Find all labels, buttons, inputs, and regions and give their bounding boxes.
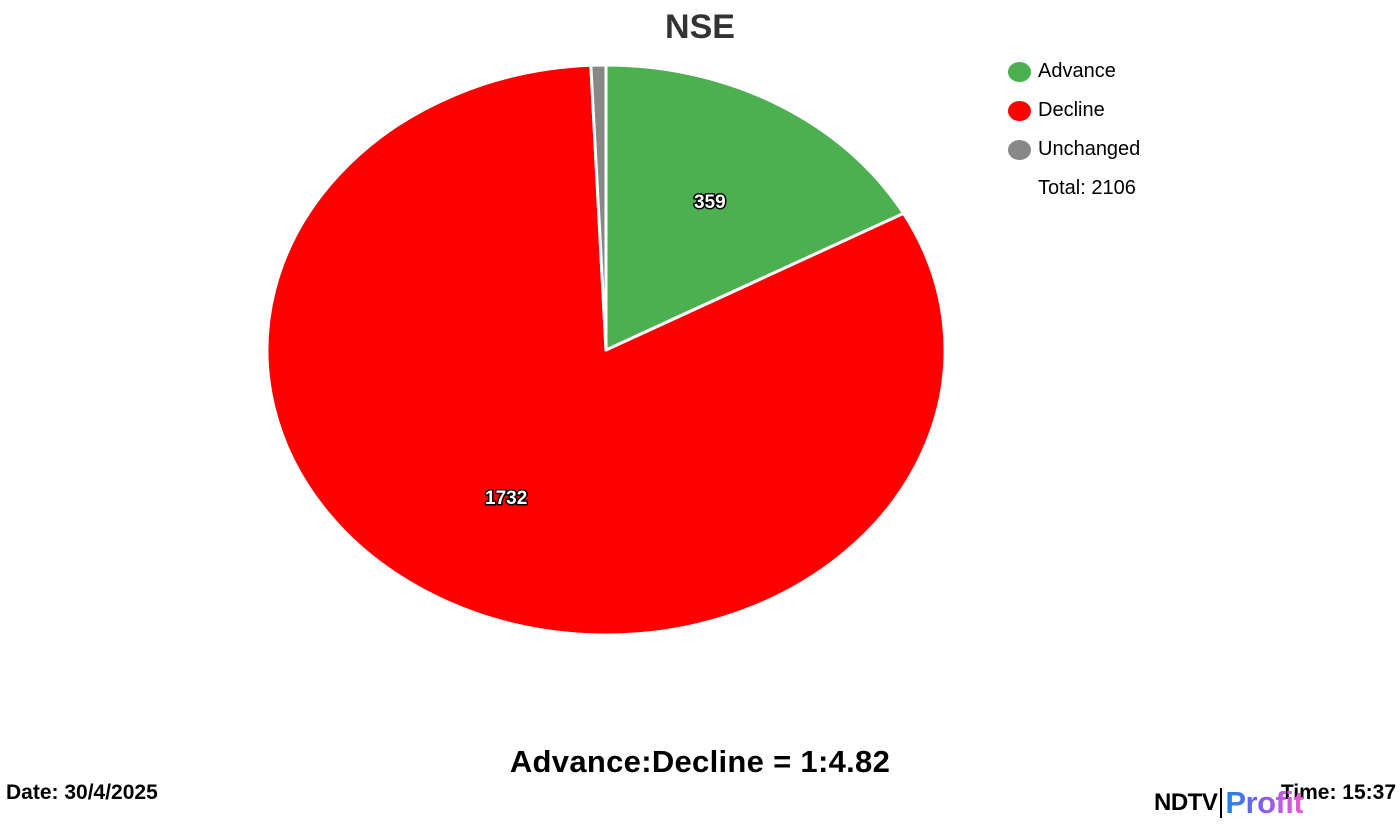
- legend-total: Total: 2106: [1038, 177, 1136, 199]
- pie-slice-advance[interactable]: [604, 63, 906, 352]
- logo-ndtv-text: NDTV: [1154, 789, 1218, 816]
- pie-slice-unchanged[interactable]: [589, 63, 608, 352]
- pie-labels: 359 1732: [484, 190, 728, 510]
- advance-decline-ratio: Advance:Decline = 1:4.82: [509, 744, 891, 779]
- date-label: Date: 30/4/2025: [6, 781, 158, 804]
- pie-slices: [265, 63, 947, 637]
- logo-divider: [1220, 788, 1223, 818]
- chart-title: NSE: [665, 8, 735, 46]
- time-label: Time: 15:37: [1280, 781, 1396, 804]
- legend-marker-advance: [1008, 61, 1031, 82]
- legend-item-unchanged[interactable]: Unchanged: [1008, 130, 1140, 169]
- data-label-decline: 1732: [485, 488, 527, 509]
- legend-item-decline[interactable]: Decline: [1008, 91, 1140, 130]
- legend-marker-decline: [1008, 100, 1031, 121]
- legend: Advance Decline Unchanged Total: 2106: [1008, 52, 1140, 208]
- legend-label-unchanged: Unchanged: [1038, 138, 1141, 160]
- data-label-advance: 359: [694, 192, 726, 213]
- legend-marker-unchanged: [1008, 139, 1031, 160]
- legend-label-advance: Advance: [1038, 60, 1116, 82]
- pie-chart: 359 1732: [265, 63, 947, 637]
- legend-label-decline: Decline: [1038, 99, 1105, 121]
- ndtv-profit-logo: NDTV Profit: [1154, 785, 1304, 820]
- legend-item-advance[interactable]: Advance: [1008, 52, 1140, 91]
- logo-profit-text: Profit: [1225, 785, 1304, 820]
